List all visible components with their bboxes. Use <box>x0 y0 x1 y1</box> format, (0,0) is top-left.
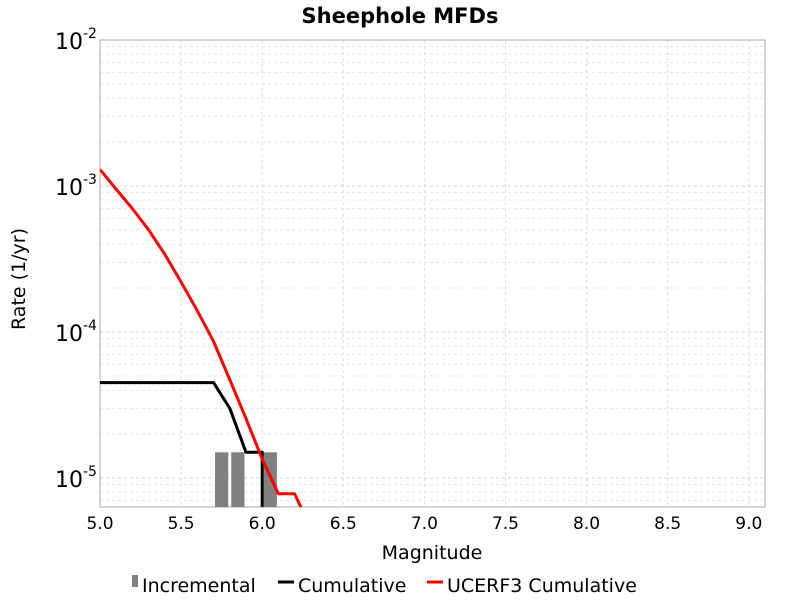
y-tick-label: 10-4 <box>55 318 97 347</box>
cumulative-line <box>100 381 264 507</box>
y-tick-label: 10-2 <box>55 26 97 55</box>
ucerf3-cumulative-line <box>100 168 303 507</box>
x-tick-labels: 5.0 5.5 6.0 6.5 7.0 7.5 8.0 8.5 9.0 <box>86 514 762 534</box>
x-axis-label: Magnitude <box>382 542 483 564</box>
y-tick-label: 10-3 <box>55 172 97 201</box>
x-tick-label: 9.0 <box>735 514 762 534</box>
x-tick-label: 5.0 <box>86 514 113 534</box>
incremental-bar <box>215 452 229 507</box>
x-tick-label: 6.0 <box>249 514 276 534</box>
x-tick-label: 8.5 <box>654 514 681 534</box>
x-tick-label: 7.5 <box>492 514 519 534</box>
legend: Incremental Cumulative UCERF3 Cumulative <box>132 575 637 597</box>
incremental-bar <box>231 452 245 507</box>
x-tick-label: 6.5 <box>330 514 357 534</box>
x-tick-label: 8.0 <box>573 514 600 534</box>
x-tick-label: 5.5 <box>168 514 195 534</box>
grid-lines <box>99 39 765 507</box>
chart-title: Sheephole MFDs <box>302 4 499 28</box>
y-tick-label: 10-5 <box>55 464 97 493</box>
legend-label: Incremental <box>142 575 256 597</box>
legend-label: Cumulative <box>298 575 406 597</box>
y-axis-label: Rate (1/yr) <box>8 228 30 330</box>
legend-label: UCERF3 Cumulative <box>447 575 637 597</box>
x-tick-label: 7.0 <box>411 514 438 534</box>
plot-area <box>99 39 766 508</box>
legend-incremental-swatch <box>132 575 138 587</box>
y-tick-labels: 10-2 10-3 10-4 10-5 <box>55 26 97 493</box>
